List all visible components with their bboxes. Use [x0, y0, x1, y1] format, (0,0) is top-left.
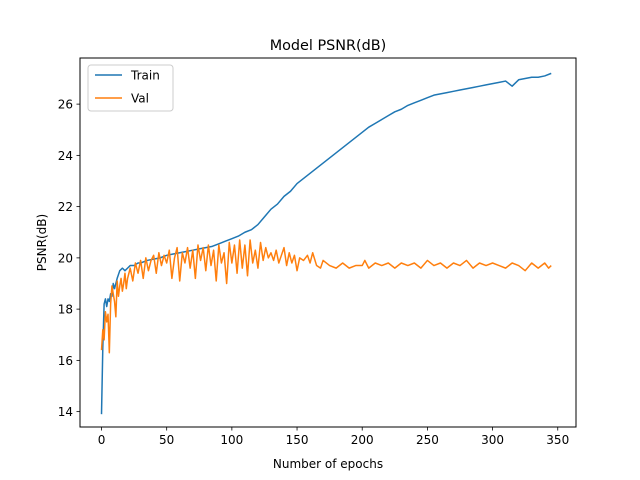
x-tick-label: 0 [98, 433, 106, 447]
x-tick-label: 250 [416, 433, 439, 447]
series-layer [100, 72, 552, 415]
legend-label-train: Train [130, 69, 160, 83]
legend: Train Val [87, 64, 174, 112]
x-tick-label: 200 [351, 433, 374, 447]
legend-box [87, 64, 174, 112]
plot-frame [79, 57, 577, 428]
x-axis-label: Number of epochs [273, 457, 383, 471]
y-tick-label: 22 [58, 200, 73, 214]
y-tick-label: 20 [58, 251, 73, 265]
x-tick-label: 300 [481, 433, 504, 447]
y-tick-label: 14 [58, 405, 73, 419]
y-tick-label: 16 [58, 354, 73, 368]
x-tick-label: 50 [159, 433, 174, 447]
x-tick-label: 350 [546, 433, 569, 447]
y-axis-label: PSNR(dB) [35, 214, 49, 271]
y-tick-label: 24 [58, 149, 73, 163]
y-tick-label: 26 [58, 98, 73, 112]
series-line-val [100, 239, 552, 354]
x-tick-label: 100 [220, 433, 243, 447]
y-tick-label: 18 [58, 303, 73, 317]
legend-label-val: Val [131, 92, 149, 106]
x-axis: 0 50 100 150 200 250 300 350 [98, 427, 569, 447]
series-line-train [100, 72, 552, 415]
chart-title: Model PSNR(dB) [270, 38, 387, 54]
y-axis: 14 16 18 20 22 24 26 [58, 98, 80, 419]
x-tick-label: 150 [286, 433, 309, 447]
